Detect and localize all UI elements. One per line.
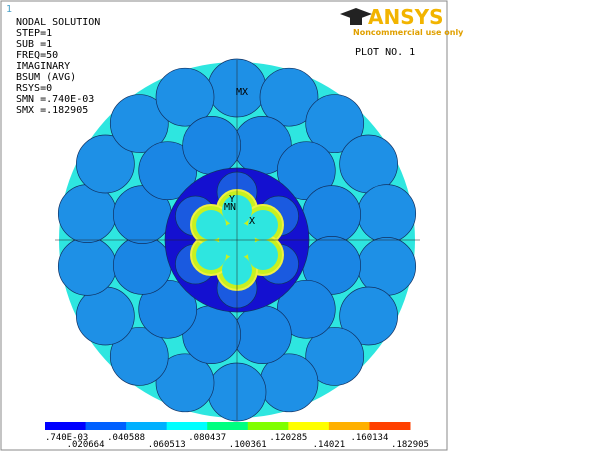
strand	[302, 185, 362, 244]
legend-segment	[328, 422, 370, 430]
strand	[138, 279, 198, 339]
core-inner	[196, 210, 227, 240]
legend-segment	[369, 422, 411, 430]
legend-segment	[166, 422, 208, 430]
info-line: BSUM (AVG)	[16, 72, 76, 83]
legend: .740E-03.020664.040588.060513.080437.100…	[45, 422, 429, 450]
info-line: NODAL SOLUTION	[16, 17, 100, 28]
core-inner	[196, 240, 227, 270]
legend-segment	[288, 422, 330, 430]
min-marker: MN	[224, 202, 236, 213]
y-axis-label: Y	[229, 194, 235, 205]
legend-segment	[207, 422, 249, 430]
strand	[339, 286, 398, 346]
info-line: IMAGINARY	[16, 61, 70, 72]
model: MX MNY X	[55, 58, 420, 422]
logo-name: ANSYS	[368, 5, 444, 29]
strand	[57, 184, 117, 243]
strand	[57, 237, 117, 296]
strand	[305, 327, 365, 386]
logo: ANSYS Noncommercial use only	[340, 5, 464, 37]
legend-segment	[85, 422, 127, 430]
strand	[109, 327, 169, 386]
legend-label: .160134	[350, 433, 388, 443]
strand	[76, 134, 135, 194]
strand	[339, 134, 398, 194]
strand	[357, 184, 417, 243]
legend-label: .040588	[107, 433, 145, 443]
info-line: RSYS=0	[16, 83, 52, 94]
legend-segment	[126, 422, 168, 430]
legend-segment	[45, 422, 87, 430]
legend-label: .740E-03	[45, 433, 88, 443]
legend-label: .182905	[391, 440, 429, 450]
info-line: FREQ=50	[16, 50, 58, 61]
legend-label: .100361	[229, 440, 267, 450]
info-line: SMX =.182905	[16, 105, 88, 116]
x-axis-label: X	[249, 216, 255, 227]
info-line: SUB =1	[16, 39, 52, 50]
core-inner	[247, 210, 278, 240]
strand	[357, 237, 417, 296]
info-line: STEP=1	[16, 28, 52, 39]
logo-note: Noncommercial use only	[353, 28, 464, 37]
legend-label: .080437	[188, 433, 226, 443]
strand	[305, 94, 365, 153]
strand	[276, 279, 336, 339]
strand	[138, 141, 198, 201]
max-marker: MX	[236, 87, 248, 98]
strand	[155, 67, 215, 127]
strand	[76, 286, 135, 346]
strand	[276, 141, 336, 201]
legend-label: .120285	[269, 433, 307, 443]
strand	[259, 67, 319, 127]
info-line: SMN =.740E-03	[16, 94, 94, 105]
strand	[112, 236, 172, 295]
legend-label: .060513	[148, 440, 186, 450]
strand	[109, 94, 169, 153]
legend-segment	[247, 422, 289, 430]
legend-label: .020664	[67, 440, 105, 450]
strand	[182, 115, 241, 175]
core-inner	[247, 240, 278, 270]
strand	[233, 305, 292, 365]
legend-label: .14021	[313, 440, 346, 450]
plot-number: PLOT NO. 1	[355, 47, 415, 58]
window-number: 1	[6, 4, 12, 15]
strand	[155, 353, 215, 413]
